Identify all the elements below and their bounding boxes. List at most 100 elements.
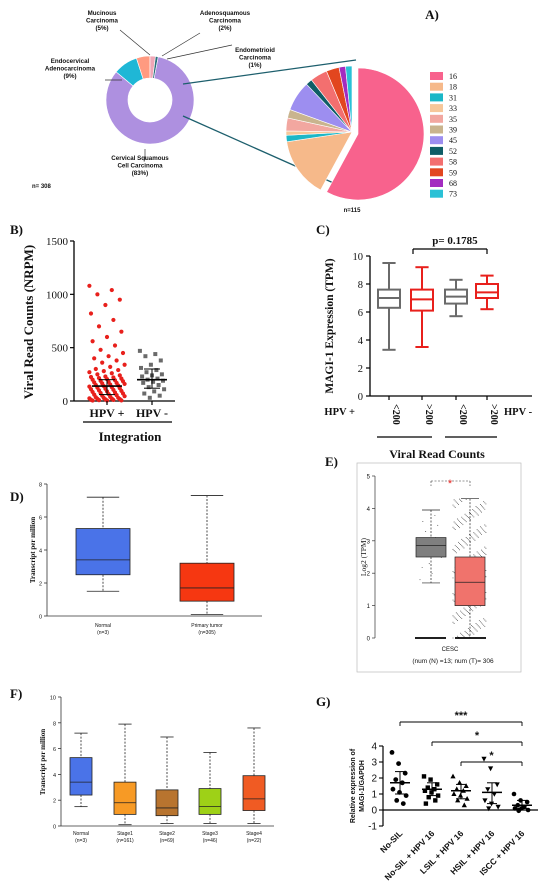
e-point — [469, 518, 470, 520]
g-y-axis-title: MAGI-1/GAPDH — [359, 760, 366, 812]
e-point — [471, 609, 473, 611]
e-point — [464, 615, 466, 617]
e-point — [484, 553, 486, 554]
e-point — [461, 523, 463, 524]
donut-leader-line — [119, 29, 151, 56]
b-point-hpv-pos — [90, 398, 95, 403]
e-point — [464, 513, 466, 515]
e-point — [464, 542, 466, 544]
e-point — [484, 625, 486, 627]
donut-label: Adenocarcinoma — [45, 66, 96, 73]
e-point — [472, 610, 474, 612]
e-point — [481, 505, 482, 507]
donut-leader-line — [166, 44, 233, 60]
e-point — [453, 521, 455, 523]
e-point — [466, 516, 468, 517]
e-point — [459, 549, 461, 551]
e-point — [458, 614, 459, 616]
e-x-axis-title: CESC — [442, 647, 459, 653]
e-point — [452, 571, 454, 572]
b-point-hpv-pos — [120, 350, 126, 356]
e-point — [461, 611, 463, 613]
e-point — [456, 613, 458, 615]
b-point-hpv-neg — [155, 376, 160, 381]
e-point — [467, 634, 469, 636]
donut-label: Endocervical — [51, 58, 90, 65]
e-point — [463, 636, 465, 638]
e-point — [462, 635, 464, 636]
b-point-hpv-pos — [87, 283, 92, 288]
c-y-tick-label: 4 — [358, 336, 364, 347]
e-y-tick-label: 3 — [367, 539, 371, 545]
e-point — [456, 502, 458, 504]
b-point-hpv-pos — [103, 302, 108, 308]
e-point — [454, 522, 456, 524]
g-point — [516, 808, 522, 814]
e-point — [471, 631, 473, 633]
e-point — [460, 616, 462, 618]
b-point-hpv-pos — [98, 347, 103, 352]
e-point — [425, 531, 427, 532]
e-box-0-box — [415, 537, 447, 558]
e-point — [460, 499, 462, 501]
g-sig-stars: * — [475, 730, 480, 742]
e-point — [483, 507, 485, 509]
e-point — [461, 538, 463, 540]
e-point — [453, 527, 455, 529]
b-x-tick-label: HPV + — [90, 406, 125, 420]
e-point — [452, 615, 454, 617]
e-point — [467, 612, 469, 614]
e-point — [455, 501, 457, 503]
d-y-tick-label: 0 — [39, 615, 42, 621]
e-point — [474, 533, 476, 535]
e-point — [484, 524, 486, 526]
e-point — [473, 633, 475, 635]
e-point — [482, 506, 484, 508]
e-point — [483, 624, 485, 626]
b-point-hpv-pos — [111, 317, 116, 323]
b-point-hpv-neg — [159, 372, 164, 377]
c-group-label: HPV - — [504, 407, 533, 418]
b-point-hpv-pos — [122, 394, 127, 399]
pie-slice-18 — [286, 131, 353, 191]
e-point — [476, 529, 478, 531]
e-sig-star: * — [448, 478, 453, 490]
e-point — [477, 514, 479, 516]
e-point — [454, 617, 456, 619]
e-point — [475, 505, 477, 507]
e-point — [452, 504, 454, 506]
e-y-axis-title: Log2 (TPM) — [359, 537, 368, 576]
e-point — [453, 505, 455, 507]
e-point — [467, 539, 469, 541]
legend-swatch — [430, 104, 443, 113]
legend-swatch — [430, 93, 443, 102]
e-point — [458, 519, 459, 521]
d-x-tick-label: Normal — [95, 623, 111, 629]
donut-slice — [105, 56, 195, 145]
e-point — [462, 517, 464, 519]
b-point-hpv-pos — [96, 398, 102, 403]
e-point — [477, 536, 479, 538]
g-point — [464, 796, 470, 801]
c-y-tick-label: 2 — [358, 364, 363, 375]
b-x-tick-label: HPV - — [136, 406, 168, 420]
e-point — [452, 599, 454, 601]
connector-line — [182, 59, 357, 85]
g-point — [421, 774, 427, 779]
e-point — [485, 620, 487, 622]
e-point — [473, 516, 475, 518]
e-point — [485, 531, 487, 533]
c-box-3-box — [475, 283, 499, 299]
f-box-1-box — [113, 781, 137, 815]
g-point — [428, 777, 433, 782]
e-point — [463, 607, 465, 609]
e-point — [463, 518, 465, 520]
f-y-tick-label: 4 — [53, 773, 56, 779]
e-point — [474, 606, 476, 608]
e-point — [463, 613, 465, 615]
b-point-hpv-neg — [148, 362, 153, 367]
g-y-tick-label: 4 — [371, 742, 377, 753]
e-point — [485, 525, 487, 527]
e-point — [465, 514, 467, 516]
